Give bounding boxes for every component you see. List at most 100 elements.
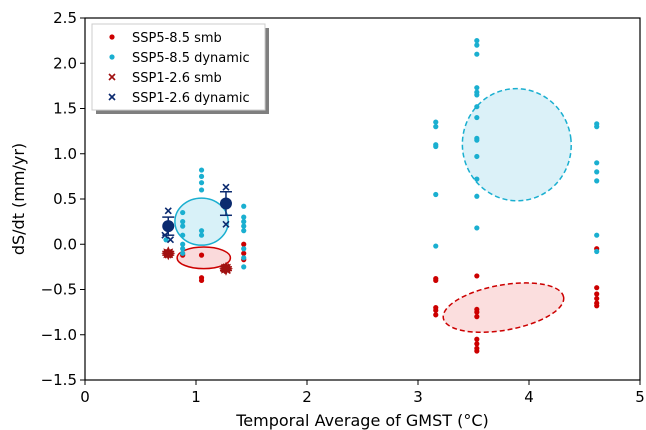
ssp5-8-5-dynamic-point xyxy=(180,250,186,256)
legend-item-ssp5-8-5-smb: SSP5-8.5 smb xyxy=(109,31,222,46)
ssp5-8-5-dynamic-point xyxy=(594,232,600,238)
ssp5-8-5-smb-point xyxy=(474,348,480,354)
marker-stroke xyxy=(108,93,116,101)
legend-item-ssp1-2-6-smb: SSP1-2.6 smb xyxy=(108,71,222,86)
marker-stroke xyxy=(222,183,230,191)
ssp5-8-5-dynamic-point xyxy=(180,241,186,247)
ssp5-8-5-dynamic-point xyxy=(474,42,480,48)
legend-label: SSP5-8.5 dynamic xyxy=(132,51,250,66)
ssp5-8-5-smb-point xyxy=(474,314,480,320)
ssp5-8-5-dynamic-point xyxy=(474,137,480,143)
legend-marker xyxy=(108,73,116,81)
legend-marker xyxy=(109,34,115,40)
y-tick-label: 0.0 xyxy=(53,235,77,253)
ssp5-8-5-smb-point xyxy=(474,341,480,347)
ssp5-8-5-dynamic-point xyxy=(474,114,480,121)
ssp5-8-5-smb-point xyxy=(433,307,439,313)
ssp5-8-5-dynamic-point xyxy=(180,232,186,238)
ssp1-2-6-dynamic-point xyxy=(222,220,230,228)
ssp5-8-5-dynamic-point xyxy=(474,193,480,199)
ssp1-2-6-smb-mean xyxy=(161,246,176,261)
mean-circle xyxy=(162,220,175,233)
ssp5-8-5-dynamic-point xyxy=(198,167,205,173)
legend-marker xyxy=(109,54,115,60)
ssp5-8-5-dynamic-point xyxy=(241,228,247,234)
legend: SSP5-8.5 smb SSP5-8.5 dynamic SSP1-2.6 smb… xyxy=(91,23,269,114)
mean-star xyxy=(161,246,176,261)
ssp5-8-5-dynamic-point xyxy=(198,232,205,238)
ssp5-8-5-dynamic-point xyxy=(594,169,600,175)
legend-label: SSP1-2.6 smb xyxy=(132,71,222,86)
ssp5-8-5-smb-point xyxy=(594,295,600,302)
ssp1-2-6-dynamic-point xyxy=(166,236,175,244)
ssp5-8-5-dynamic-point xyxy=(474,51,480,57)
legend-box xyxy=(91,23,266,111)
legend-entries: SSP5-8.5 smb SSP5-8.5 dynamic SSP1-2.6 smb… xyxy=(108,31,250,106)
ssp5-8-5-dynamic-point xyxy=(241,255,247,261)
ssp585-dynamic-spread xyxy=(461,87,572,202)
ssp5-8-5-smb-point xyxy=(474,309,480,315)
ssp5-8-5-dynamic-point xyxy=(474,225,480,231)
y-tick-label: −1.5 xyxy=(41,371,77,389)
x-tick-label: 0 xyxy=(80,388,90,406)
ssp1-2-6-dynamic-point xyxy=(164,207,172,215)
ssp5-8-5-smb-point xyxy=(198,277,205,284)
mean-circle xyxy=(219,197,232,210)
uncertainty-ellipses xyxy=(174,87,572,334)
legend-item-ssp5-8-5-dynamic: SSP5-8.5 dynamic xyxy=(109,51,250,66)
legend-label: SSP5-8.5 smb xyxy=(132,31,222,46)
ssp5-8-5-dynamic-point xyxy=(198,173,205,179)
ssp5-8-5-smb-point xyxy=(594,285,600,291)
ssp5-8-5-dynamic-point xyxy=(180,246,186,252)
x-tick-label: 1 xyxy=(191,388,201,406)
marker-stroke xyxy=(166,236,175,244)
ssp5-8-5-smb-point xyxy=(433,277,439,284)
ssp5-8-5-smb-point xyxy=(241,250,247,256)
y-tick-label: 0.5 xyxy=(53,190,77,208)
ssp5-8-5-dynamic-point xyxy=(241,219,247,225)
y-tick-label: −1.0 xyxy=(41,326,77,344)
ssp5-8-5-dynamic-point xyxy=(594,248,600,255)
ssp5-8-5-smb-point xyxy=(241,241,247,247)
ssp5-8-5-dynamic-point xyxy=(241,223,247,229)
ssp5-8-5-smb-point xyxy=(594,291,600,297)
ssp5-8-5-dynamic-point xyxy=(433,243,439,249)
ssp5-8-5-dynamic-point xyxy=(594,124,600,130)
ssp585-smb-spread xyxy=(442,282,565,334)
ssp5-8-5-dynamic-point xyxy=(180,219,186,225)
ssp5-8-5-dynamic-point xyxy=(241,203,247,209)
ssp5-8-5-dynamic-point xyxy=(241,264,247,270)
ssp5-8-5-dynamic-point xyxy=(474,104,480,110)
ssp126-smb-spread xyxy=(176,246,232,270)
ssp5-8-5-dynamic-point xyxy=(180,223,186,229)
ssp5-8-5-smb-point xyxy=(474,336,480,342)
ssp5-8-5-smb-point xyxy=(433,312,439,318)
y-axis-label: dS/dt (mm/yr) xyxy=(9,143,28,255)
ssp1-2-6-dynamic-mean xyxy=(162,216,175,236)
legend-label: SSP1-2.6 dynamic xyxy=(132,91,250,106)
y-tick-label: 1.5 xyxy=(53,100,77,118)
ssp5-8-5-dynamic-point xyxy=(241,246,247,252)
ssp1-2-6-smb-mean xyxy=(219,261,233,276)
ssp5-8-5-dynamic-point xyxy=(198,180,205,186)
x-tick-label: 2 xyxy=(302,388,312,406)
ssp5-8-5-dynamic-point xyxy=(198,228,205,234)
legend-item-ssp1-2-6-dynamic: SSP1-2.6 dynamic xyxy=(108,91,250,106)
ssp5-8-5-dynamic-point xyxy=(474,85,480,91)
ssp5-8-5-dynamic-point xyxy=(198,187,205,193)
y-tick-label: 1.0 xyxy=(53,145,77,163)
y-tick-label: 2.0 xyxy=(53,54,77,72)
ssp5-8-5-dynamic-point xyxy=(180,209,186,216)
mean-markers xyxy=(161,191,233,276)
x-axis-ticks: 0 1 2 3 4 5 xyxy=(80,380,645,406)
x-axis-label: Temporal Average of GMST (°C) xyxy=(235,411,489,430)
ssp5-8-5-dynamic-point xyxy=(433,191,439,198)
ssp5-8-5-dynamic-point xyxy=(474,153,480,160)
marker-stroke xyxy=(164,207,172,215)
y-tick-label: −0.5 xyxy=(41,281,77,299)
ssp5-8-5-dynamic-point xyxy=(474,38,480,44)
x-tick-label: 4 xyxy=(524,388,534,406)
mean-star xyxy=(219,261,233,276)
ssp5-8-5-smb-point xyxy=(198,252,205,258)
